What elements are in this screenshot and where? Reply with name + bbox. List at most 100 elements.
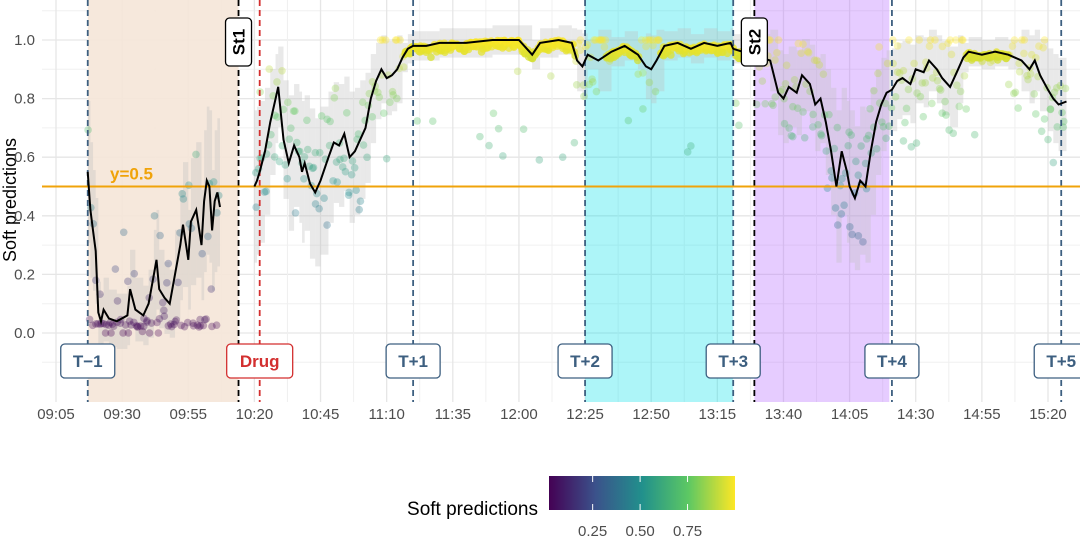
event-label-text: T+5 (1046, 352, 1076, 371)
prediction-point (281, 161, 290, 169)
prediction-point (108, 320, 117, 328)
prediction-point (1052, 84, 1061, 92)
prediction-point (323, 115, 331, 124)
prediction-point (183, 318, 192, 327)
confidence-band (304, 95, 310, 231)
prediction-point (202, 315, 210, 323)
stimulus-label: St1 (224, 17, 253, 67)
confidence-band (212, 170, 215, 291)
confidence-band (820, 54, 826, 144)
x-tick-label: 09:05 (37, 406, 75, 423)
prediction-point (766, 36, 774, 44)
confidence-band (315, 118, 321, 267)
x-tick-label: 13:40 (765, 406, 803, 423)
prediction-point (735, 121, 743, 130)
prediction-point (649, 36, 657, 44)
prediction-point (193, 321, 202, 330)
confidence-band (1040, 39, 1048, 112)
prediction-point (800, 133, 809, 142)
prediction-point (978, 57, 986, 66)
prediction-point (1026, 70, 1035, 78)
prediction-point (336, 155, 344, 164)
prediction-point (809, 110, 817, 119)
prediction-point (804, 48, 813, 57)
confidence-band (915, 35, 924, 104)
event-label-box (864, 343, 920, 379)
colorbar-tick-label: 0.50 (626, 523, 655, 540)
confidence-band (270, 69, 276, 176)
prediction-point (413, 117, 421, 125)
confidence-band (214, 130, 218, 273)
prediction-point (838, 174, 846, 183)
confidence-band (928, 29, 937, 92)
prediction-point (399, 63, 408, 71)
prediction-point (145, 329, 154, 337)
prediction-point (960, 72, 969, 80)
prediction-point (580, 92, 588, 101)
prediction-point (576, 46, 585, 55)
prediction-point (624, 116, 633, 125)
x-tick-label: 14:05 (831, 406, 869, 423)
confidence-band (360, 80, 366, 199)
confidence-band (587, 40, 599, 70)
prediction-point (794, 39, 803, 48)
prediction-point (938, 109, 946, 117)
prediction-point (350, 163, 359, 172)
prediction-point (576, 36, 585, 44)
confidence-band (582, 33, 588, 100)
prediction-point (160, 306, 168, 315)
prediction-point (667, 51, 675, 59)
x-tick-label: 14:30 (897, 406, 935, 423)
prediction-point (809, 123, 817, 131)
confidence-band (100, 293, 104, 349)
x-tick-label: 13:15 (699, 406, 737, 423)
confidence-band (881, 57, 887, 152)
x-tick-label: 09:30 (103, 406, 141, 423)
event-label-text: T+1 (398, 352, 428, 371)
prediction-point (789, 102, 797, 111)
prediction-point (94, 320, 102, 328)
prediction-point (167, 322, 176, 331)
prediction-point (291, 107, 299, 115)
prediction-point (958, 36, 966, 44)
prediction-point (651, 87, 660, 96)
prediction-point (916, 92, 925, 101)
confidence-band (182, 162, 189, 288)
confidence-band (637, 40, 646, 70)
prediction-point (642, 42, 650, 51)
prediction-point (644, 36, 653, 44)
prediction-point (872, 145, 881, 153)
x-tick-label: 14:55 (963, 406, 1001, 423)
prediction-point (329, 177, 337, 185)
prediction-point (887, 104, 896, 112)
prediction-point (1040, 115, 1049, 123)
prediction-point (833, 123, 842, 132)
prediction-point (166, 320, 175, 328)
confidence-band (923, 37, 929, 108)
prediction-point (124, 329, 133, 337)
prediction-point (590, 36, 598, 44)
prediction-point (1046, 105, 1055, 113)
prediction-point (771, 56, 779, 64)
prediction-point (891, 93, 900, 101)
prediction-point (879, 122, 888, 131)
prediction-point (386, 98, 394, 107)
prediction-point (158, 298, 167, 307)
prediction-point (814, 120, 822, 129)
prediction-point (396, 36, 404, 44)
prediction-point (180, 322, 189, 331)
confidence-band (891, 48, 898, 132)
confidence-band (783, 54, 789, 144)
x-tick-label: 11:10 (368, 406, 404, 423)
prediction-point (303, 145, 312, 154)
prediction-point (355, 205, 364, 214)
confidence-band (1053, 54, 1059, 144)
prediction-point (878, 118, 886, 126)
prediction-point (952, 36, 960, 44)
prediction-point (1020, 49, 1028, 58)
prediction-point (127, 321, 135, 329)
y-tick-label: 0.8 (14, 91, 35, 108)
confidence-band (897, 42, 903, 120)
prediction-point (639, 105, 647, 113)
threshold-line: y=0.5 (42, 165, 1080, 188)
